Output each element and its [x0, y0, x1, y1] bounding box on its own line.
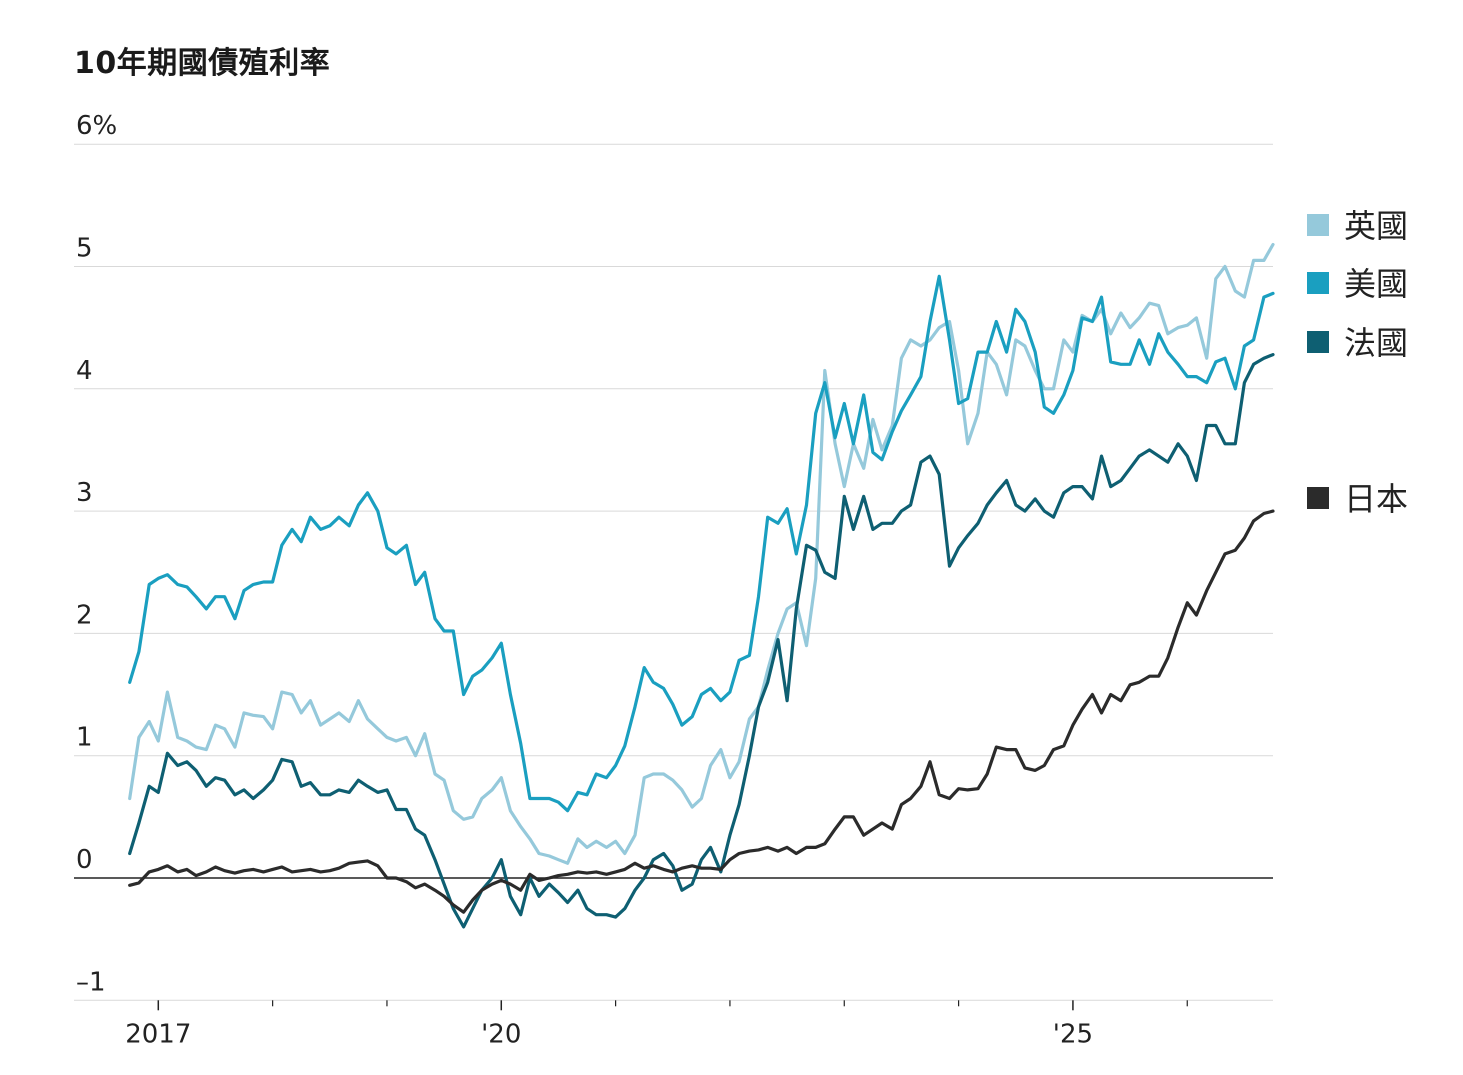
- y-tick-label: 4: [76, 356, 93, 386]
- y-tick-label: 0: [76, 845, 93, 875]
- x-tick-label: '20: [481, 1019, 521, 1049]
- legend-swatch: [1307, 331, 1329, 353]
- y-tick-label: 6%: [76, 111, 117, 141]
- y-tick-label: 3: [76, 478, 93, 508]
- legend-label: 法國: [1344, 324, 1408, 362]
- legend-label: 日本: [1344, 480, 1408, 518]
- series-line-2: [128, 353, 1275, 929]
- series-lines: [128, 242, 1275, 929]
- x-tick-label: 2017: [125, 1019, 191, 1049]
- y-tick-label: 1: [76, 723, 93, 753]
- series-line-1: [128, 274, 1275, 813]
- y-tick-label: 5: [76, 234, 93, 264]
- legend-label: 英國: [1344, 207, 1408, 245]
- series-line-0: [128, 242, 1275, 865]
- x-axis: 2017 '20 '25: [125, 1000, 1188, 1049]
- chart-title: 10年期國債殖利率: [74, 46, 331, 81]
- legend-swatch: [1307, 214, 1329, 236]
- y-tick-label: –1: [76, 967, 106, 997]
- legend-swatch: [1307, 487, 1329, 509]
- legend-label: 美國: [1344, 265, 1408, 303]
- legend-swatch: [1307, 272, 1329, 294]
- gridlines: 6% 5 4 3 2 1 0 –1: [74, 111, 1273, 1001]
- y-tick-label: 2: [76, 600, 93, 630]
- series-line-3: [128, 509, 1275, 914]
- x-tick-label: '25: [1053, 1019, 1093, 1049]
